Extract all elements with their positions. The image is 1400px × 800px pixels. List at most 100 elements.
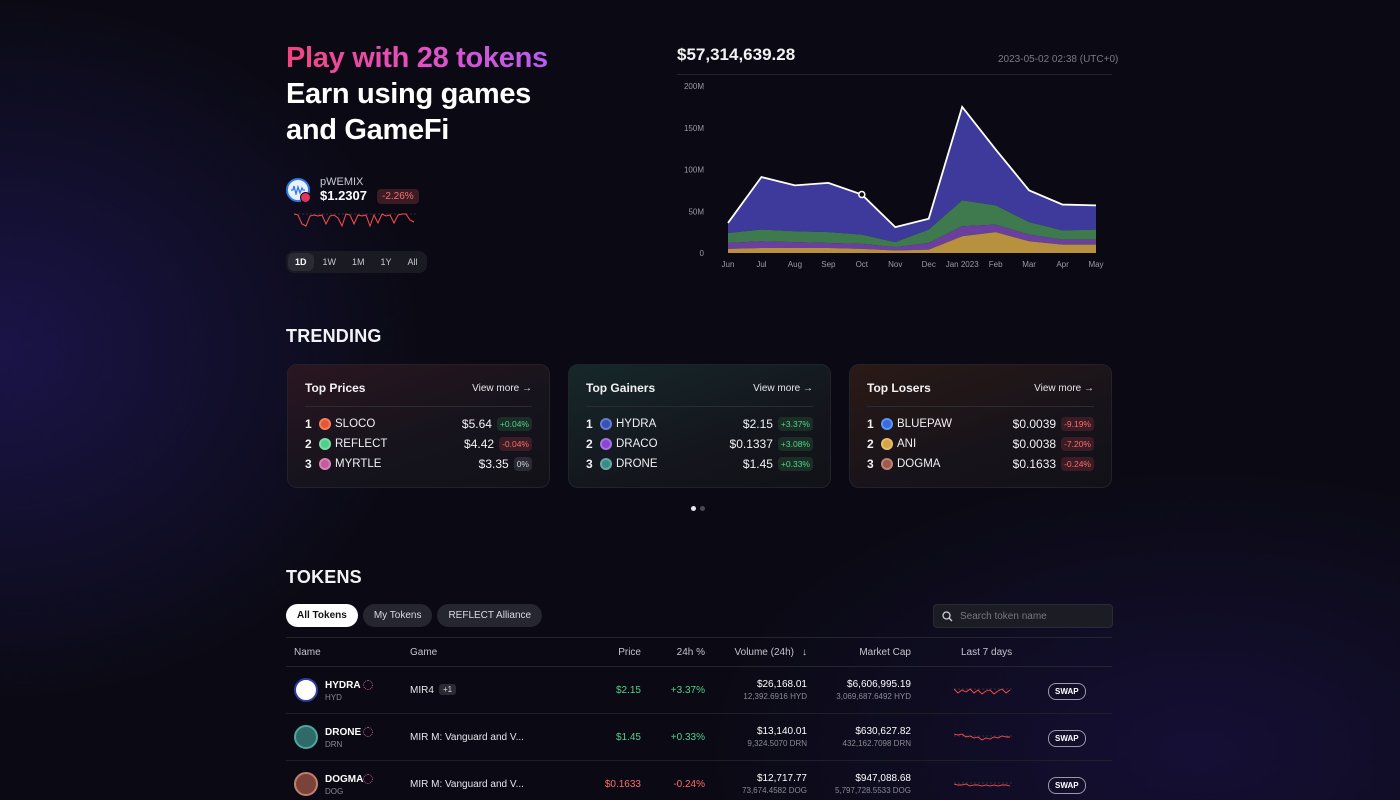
token-name[interactable]: HYDRA <box>325 680 361 691</box>
trend-row-bluepaw[interactable]: 1 BLUEPAW $0.0039 -9.19% <box>867 414 1094 434</box>
sloco-token-icon <box>319 418 331 430</box>
card-title: Top Gainers <box>586 381 656 395</box>
range-1y-button[interactable]: 1Y <box>380 257 392 267</box>
col-name[interactable]: Name <box>294 647 321 658</box>
bluepaw-token-icon <box>881 418 893 430</box>
filter-my-tokens[interactable]: My Tokens <box>362 604 433 627</box>
verified-badge-icon <box>363 680 373 690</box>
trending-title: TRENDING <box>286 326 382 346</box>
y-tick-label: 50M <box>688 207 704 216</box>
x-tick-label: Sep <box>821 260 836 269</box>
hydra-logo-icon <box>294 678 318 702</box>
swap-button[interactable]: SWAP <box>1048 777 1086 794</box>
change-badge: -0.24% <box>1061 457 1094 471</box>
change-badge: +0.04% <box>496 417 532 431</box>
carousel-dot-2[interactable] <box>700 506 705 511</box>
total-line <box>727 104 1097 229</box>
hero-title-line2: Earn using games <box>286 78 531 110</box>
search-input[interactable] <box>960 610 1100 622</box>
col-game[interactable]: Game <box>410 647 438 658</box>
range-1d-button[interactable]: 1D <box>288 253 314 271</box>
col-change[interactable]: 24h % <box>676 647 705 658</box>
trend-row-hydra[interactable]: 1 HYDRA $2.15 +3.37% <box>586 414 813 434</box>
trend-row-sloco[interactable]: 1 SLOCO $5.64 +0.04% <box>305 414 532 434</box>
tokens-table-header: Name Game Price 24h % Volume (24h) ↓ Mar… <box>286 637 1112 667</box>
tokens-table: Name Game Price 24h % Volume (24h) ↓ Mar… <box>286 637 1112 800</box>
change-badge: +3.37% <box>777 417 813 431</box>
x-tick-label: Nov <box>888 260 902 269</box>
token-price: $1.45 <box>742 457 773 471</box>
featured-token-info: pWEMIX $1.2307 <box>320 176 367 204</box>
range-all-button[interactable]: All <box>407 257 418 267</box>
chart-total-value: $57,314,639.28 <box>677 45 796 64</box>
trend-row-drone[interactable]: 3 DRONE $1.45 +0.33% <box>586 454 813 474</box>
token-price: $0.1337 <box>729 437 773 451</box>
x-tick-label: Apr <box>1056 260 1069 269</box>
table-row[interactable]: DRONE DRN MIR M: Vanguard and V... $1.45 +0.… <box>286 714 1112 761</box>
range-1m-button[interactable]: 1M <box>352 257 365 267</box>
card-top-gainers: Top Gainers View more → 1 HYDRA $2.15 +3.37% 2… <box>568 364 831 488</box>
col-price[interactable]: Price <box>618 647 641 658</box>
market-cap-token: 432,162.7098 DRN <box>842 739 912 748</box>
token-name[interactable]: DOGMA <box>325 774 364 785</box>
token-price: $0.0038 <box>1012 437 1057 451</box>
ani-token-icon <box>881 438 893 450</box>
token-name: HYDRA <box>616 418 657 430</box>
table-row[interactable]: HYDRA HYD MIR4 +1 $2.15 +3.37% $26,168.01 12,39… <box>286 667 1112 714</box>
hover-point-marker <box>858 190 866 199</box>
col-market-cap[interactable]: Market Cap <box>859 647 911 658</box>
token-price: $4.42 <box>464 437 495 451</box>
table-row[interactable]: DOGMA DOG MIR M: Vanguard and V... $0.1633 -… <box>286 761 1112 800</box>
card-header: Top Prices View more → <box>305 379 532 407</box>
token-name: ANI <box>897 438 917 450</box>
card-top-losers: Top Losers View more → 1 BLUEPAW $0.0039 -9.1… <box>849 364 1112 488</box>
token-price: $5.64 <box>461 417 492 431</box>
trend-row-draco[interactable]: 2 DRACO $0.1337 +3.08% <box>586 434 813 454</box>
filter-reflect-alliance[interactable]: REFLECT Alliance <box>437 604 543 627</box>
volume-token: 73,674.4582 DOG <box>742 786 807 795</box>
sort-arrow-down-icon[interactable]: ↓ <box>802 647 807 658</box>
filter-all-tokens[interactable]: All Tokens <box>286 604 358 627</box>
featured-token[interactable]: pWEMIX $1.2307 -2.26% <box>286 176 419 204</box>
volume-usd: $13,140.01 <box>756 726 807 737</box>
search-icon <box>942 610 953 621</box>
rank-number: 2 <box>305 437 312 451</box>
drone-logo-icon <box>294 725 318 749</box>
time-range-selector: 1D 1W 1M 1Y All <box>286 251 427 273</box>
token-price: $0.1633 <box>1012 457 1057 471</box>
market-cap-usd: $947,088.68 <box>855 773 911 784</box>
view-more-link[interactable]: View more → <box>472 382 532 394</box>
game-name[interactable]: MIR4 <box>410 685 434 696</box>
token-price: $2.15 <box>615 685 641 696</box>
pwemix-logo-icon <box>286 178 311 203</box>
view-more-link[interactable]: View more → <box>753 382 813 394</box>
tvl-area-chart[interactable]: 0 50M 100M 150M 200M Jun Jul Aug Sep Oct Nov Dec Jan… <box>670 76 1120 276</box>
hero-title-highlight: Play with 28 tokens <box>286 42 548 74</box>
col-volume[interactable]: Volume (24h) <box>734 647 794 658</box>
trend-row-ani[interactable]: 2 ANI $0.0038 -7.20% <box>867 434 1094 454</box>
carousel-dot-1[interactable] <box>691 506 696 511</box>
volume-token: 9,324.5070 DRN <box>747 739 807 748</box>
game-name[interactable]: MIR M: Vanguard and V... <box>410 779 524 790</box>
chart-timestamp: 2023-05-02 02:38 (UTC+0) <box>998 54 1119 65</box>
featured-token-price: $1.2307 <box>320 188 367 203</box>
sparkline-7d <box>954 688 1012 695</box>
more-games-badge[interactable]: +1 <box>439 684 457 695</box>
trend-row-myrtle[interactable]: 3 MYRTLE $3.35 0% <box>305 454 532 474</box>
token-price: $1.45 <box>615 732 641 743</box>
token-name: SLOCO <box>335 418 376 430</box>
token-name[interactable]: DRONE <box>325 727 362 738</box>
volume-usd: $12,717.77 <box>756 773 807 784</box>
swap-button[interactable]: SWAP <box>1048 730 1086 747</box>
game-name[interactable]: MIR M: Vanguard and V... <box>410 732 524 743</box>
token-change: -0.24% <box>673 779 705 790</box>
rank-number: 3 <box>867 457 874 471</box>
x-tick-label: Aug <box>788 260 802 269</box>
swap-button[interactable]: SWAP <box>1048 683 1086 700</box>
x-tick-label: Feb <box>989 260 1003 269</box>
view-more-link[interactable]: View more → <box>1034 382 1094 394</box>
trend-row-dogma[interactable]: 3 DOGMA $0.1633 -0.24% <box>867 454 1094 474</box>
token-search[interactable] <box>933 604 1113 628</box>
range-1w-button[interactable]: 1W <box>322 257 337 267</box>
trend-row-reflect[interactable]: 2 REFLECT $4.42 -0.04% <box>305 434 532 454</box>
